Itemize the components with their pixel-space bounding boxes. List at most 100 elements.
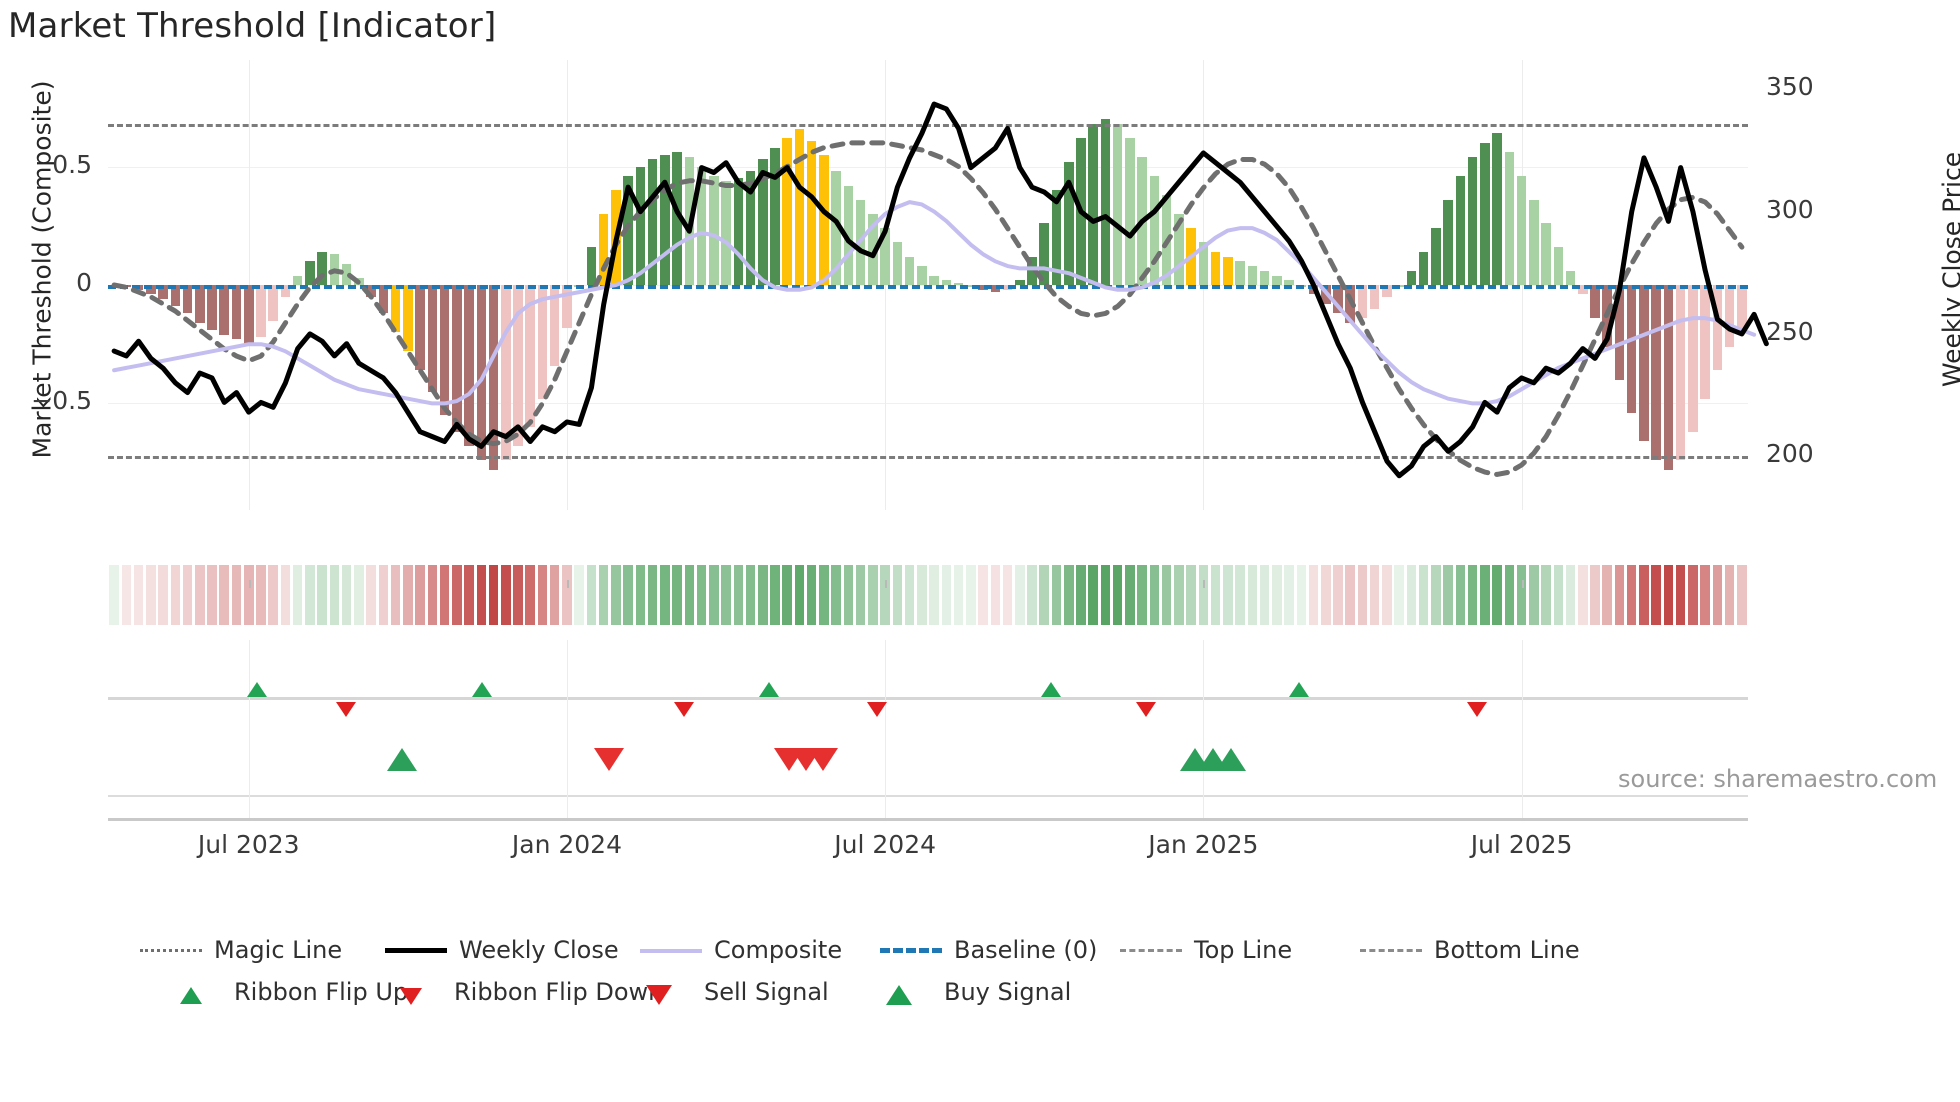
histogram-bar [1553, 247, 1564, 285]
ribbon-cell [623, 565, 633, 625]
ribbon-cell [1492, 565, 1502, 625]
histogram-bar [1406, 270, 1417, 285]
ribbon-cell [341, 565, 352, 625]
ribbon-cell [574, 565, 584, 625]
y-tick-right-3: 200 [1766, 439, 1814, 469]
x-axis-line [108, 818, 1748, 821]
histogram-bar [1015, 280, 1025, 285]
x-tick-mark-0 [248, 580, 251, 588]
legend-item-3[interactable]: Baseline (0) [880, 930, 1097, 970]
ribbon-cell [1112, 565, 1123, 625]
ribbon-cell [1651, 565, 1661, 625]
ribbon-cell [280, 565, 291, 625]
ribbon-cell [1565, 565, 1576, 625]
ribbon-cell [745, 565, 756, 625]
histogram-bar [182, 285, 193, 314]
legend-item-0[interactable]: Magic Line [140, 930, 342, 970]
histogram-bar [1088, 123, 1098, 285]
marker-gridline-x-2 [885, 640, 887, 818]
histogram-bar [929, 275, 939, 285]
main-plot-panel [108, 60, 1769, 510]
histogram-bar [1626, 285, 1637, 413]
legend-item-1[interactable]: Weekly Close [385, 930, 619, 970]
legend-item-4[interactable]: Top Line [1120, 930, 1292, 970]
ribbon-cell [1369, 565, 1380, 625]
histogram-bar [415, 285, 425, 371]
histogram-bar [488, 285, 499, 470]
ribbon-cell [1418, 565, 1429, 625]
ribbon-strip-panel [108, 565, 1748, 625]
ribbon-cell [953, 565, 964, 625]
histogram-bar [635, 166, 646, 285]
ribbon-cell [990, 565, 1001, 625]
legend-signal-item-2[interactable]: Sell Signal [630, 972, 829, 1012]
composite-line-series [112, 200, 1757, 406]
histogram-bar [170, 285, 181, 307]
ribbon-cell [1088, 565, 1098, 625]
ribbon-cell [1198, 565, 1209, 625]
histogram-bar [1688, 285, 1698, 432]
ribbon-cell [1443, 565, 1453, 625]
histogram-bar [660, 154, 670, 285]
legend-item-2[interactable]: Composite [640, 930, 842, 970]
histogram-bar [1125, 138, 1135, 285]
ribbon-cell [158, 565, 168, 625]
ribbon-flip-down-marker [1467, 702, 1487, 717]
histogram-bar [1100, 119, 1111, 285]
ribbon-cell [464, 565, 474, 625]
dashed-line-icon [880, 939, 942, 961]
buy-signal-marker [1216, 748, 1246, 771]
histogram-bar [1235, 261, 1245, 285]
y-tick-right-2: 250 [1766, 316, 1814, 346]
ribbon-cell [611, 565, 621, 625]
histogram-bar [794, 128, 805, 285]
legend-signal-item-0[interactable]: Ribbon Flip Up [160, 972, 408, 1012]
ribbon-cell [1063, 565, 1074, 625]
ribbon-cell [1639, 565, 1649, 625]
x-tick-3: Jan 2025 [1148, 830, 1259, 859]
histogram-bar [1724, 285, 1735, 347]
legend-item-5[interactable]: Bottom Line [1360, 930, 1580, 970]
histogram-bar [390, 285, 401, 333]
ribbon-cell [733, 565, 744, 625]
histogram-bar [1039, 223, 1050, 285]
ribbon-cell [537, 565, 548, 625]
legend-signal-item-1[interactable]: Ribbon Flip Down [380, 972, 663, 1012]
ribbon-cell [1125, 565, 1135, 625]
histogram-bar [1455, 176, 1466, 285]
page-title: Market Threshold [Indicator] [8, 6, 497, 46]
ribbon-cell [1724, 565, 1735, 625]
ribbon-cell [1712, 565, 1723, 625]
sell-signal-marker [594, 748, 624, 771]
histogram-bar [1590, 285, 1600, 319]
histogram-bar [537, 285, 548, 399]
ribbon-cell [709, 565, 719, 625]
histogram-bar [280, 285, 291, 297]
ribbon-cell [1186, 565, 1196, 625]
ribbon-cell [1149, 565, 1160, 625]
histogram-bar [1492, 133, 1502, 285]
histogram-bar [758, 159, 768, 285]
weekly-close-line-series [111, 101, 1769, 479]
y-tick-right-0: 350 [1766, 72, 1814, 102]
histogram-bar [868, 213, 878, 285]
histogram-bar [1333, 285, 1343, 314]
histogram-bar [403, 285, 413, 352]
ribbon-cell [1296, 565, 1307, 625]
ribbon-cell [1578, 565, 1588, 625]
ribbon-cell [941, 565, 952, 625]
ribbon-cell [868, 565, 878, 625]
histogram-bar [146, 285, 156, 295]
ribbon-cell [256, 565, 266, 625]
histogram-bar [1247, 266, 1258, 285]
ribbon-cell [1394, 565, 1404, 625]
histogram-bar [1063, 161, 1074, 285]
histogram-bar [464, 285, 474, 447]
histogram-bar [1051, 190, 1062, 285]
histogram-bar [1272, 275, 1282, 285]
y-axis-right-label: Weekly Close Price [1937, 151, 1960, 388]
ribbon-cell [635, 565, 646, 625]
legend-signal-item-3[interactable]: Buy Signal [870, 972, 1071, 1012]
ribbon-cell [1320, 565, 1331, 625]
signal-row-axis [108, 795, 1748, 797]
